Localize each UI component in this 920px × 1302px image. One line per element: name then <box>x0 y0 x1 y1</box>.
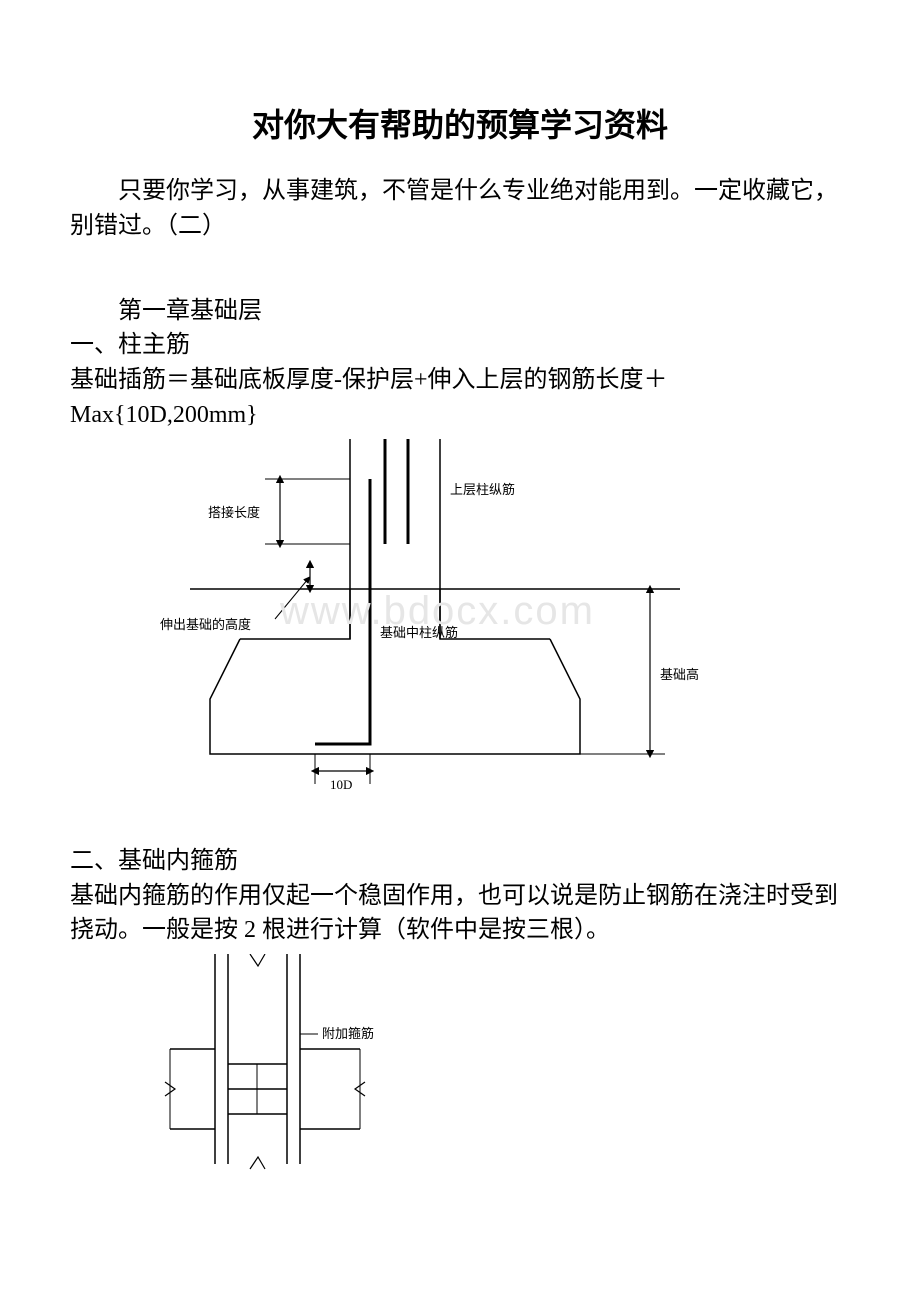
foundation-diagram-1: www.bdocx.com <box>150 439 850 804</box>
label-in-base: 基础中柱纵筋 <box>380 625 458 640</box>
label-base-height: 基础高 <box>660 667 699 682</box>
section-1-formula-line1: 基础插筋＝基础底板厚度-保护层+伸入上层的钢筋长度＋ <box>70 363 850 398</box>
label-stirrup: 附加箍筋 <box>322 1026 374 1041</box>
diagram-2-svg: 附加箍筋 <box>150 954 410 1184</box>
chapter-heading: 第一章基础层 <box>70 294 850 329</box>
diagram-1-svg: 搭接长度 上层柱纵筋 伸出基础的高度 基础中柱纵筋 基础高 10D <box>150 439 710 799</box>
intro-paragraph: 只要你学习，从事建筑，不管是什么专业绝对能用到。一定收藏它，别错过。（二） <box>70 174 850 244</box>
label-top-bar: 上层柱纵筋 <box>450 482 515 497</box>
section-1-formula-line2: Max{10D,200mm} <box>70 398 850 433</box>
label-overlap: 搭接长度 <box>208 505 260 520</box>
page-title: 对你大有帮助的预算学习资料 <box>70 100 850 146</box>
label-above-base: 伸出基础的高度 <box>160 617 251 632</box>
foundation-diagram-2: 附加箍筋 <box>150 954 850 1189</box>
label-10d: 10D <box>330 777 352 792</box>
section-2-body: 基础内箍筋的作用仅起一个稳固作用，也可以说是防止钢筋在浇注时受到挠动。一般是按 … <box>70 879 850 949</box>
section-2-heading: 二、基础内箍筋 <box>70 844 850 879</box>
section-1-heading: 一、柱主筋 <box>70 328 850 363</box>
